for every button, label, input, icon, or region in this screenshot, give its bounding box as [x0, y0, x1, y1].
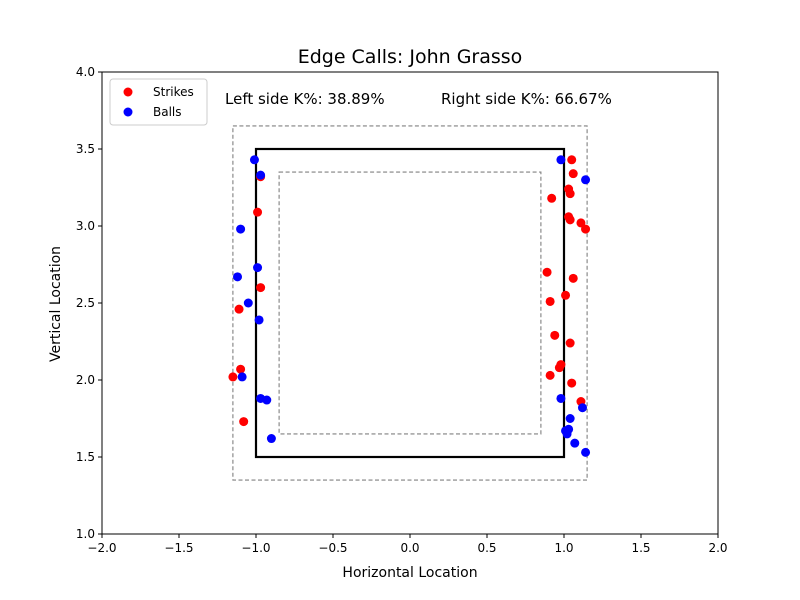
- strikes-point: [256, 283, 266, 293]
- strikes-point: [567, 378, 577, 388]
- strikes-point: [565, 189, 575, 199]
- balls-point: [577, 403, 587, 413]
- balls-point: [237, 372, 247, 382]
- x-tick-label: 0.5: [477, 541, 496, 555]
- strikes-point: [547, 193, 557, 203]
- balls-point: [556, 393, 566, 403]
- x-tick-label: 1.5: [631, 541, 650, 555]
- x-tick-label: −1.0: [241, 541, 270, 555]
- legend-label-balls: Balls: [153, 105, 182, 119]
- strike-zone: [254, 147, 566, 459]
- legend-label-strikes: Strikes: [153, 85, 194, 99]
- y-tick-label: 1.0: [76, 527, 95, 541]
- strikes-point: [581, 224, 591, 234]
- strikes-point: [565, 338, 575, 348]
- strikes-point: [228, 372, 238, 382]
- strikes-point: [234, 304, 244, 314]
- balls-point: [266, 434, 276, 444]
- y-tick-label: 2.0: [76, 373, 95, 387]
- balls-point: [243, 298, 253, 308]
- y-tick-label: 3.5: [76, 142, 95, 156]
- balls-point: [581, 447, 591, 457]
- strikes-point: [561, 290, 571, 300]
- strikes-point: [545, 370, 555, 380]
- x-tick-label: −1.5: [164, 541, 193, 555]
- y-axis-label: Vertical Location: [48, 246, 64, 362]
- strikes-point: [567, 155, 577, 165]
- balls-point: [253, 263, 263, 273]
- legend-marker-strikes: [123, 87, 133, 97]
- left-side-k-annotation: Left side K%: 38.89%: [225, 90, 385, 108]
- x-tick-label: 1.0: [554, 541, 573, 555]
- x-tick-label: 2.0: [708, 541, 727, 555]
- strikes-point: [545, 296, 555, 306]
- inner-edge-zone: [278, 171, 542, 435]
- balls-point: [236, 224, 246, 234]
- x-tick-label: 0.0: [400, 541, 419, 555]
- outer-edge-zone: [232, 125, 588, 481]
- balls-point: [581, 175, 591, 185]
- balls-point: [565, 414, 575, 423]
- balls-point: [556, 155, 566, 165]
- balls-point: [256, 170, 266, 180]
- strikes-point: [565, 215, 575, 225]
- right-side-k-annotation: Right side K%: 66.67%: [441, 90, 612, 108]
- strikes-point: [550, 330, 560, 340]
- strikes-point: [253, 207, 263, 217]
- x-tick-label: −2.0: [87, 541, 116, 555]
- strikes-point: [568, 169, 578, 179]
- strikes-point: [554, 363, 564, 373]
- legend-box: [109, 78, 208, 126]
- plot-area: −2.0 −1.5 −1.0 −0.5 0.0 0.5 1.0 1.5 2.0 1.0 1.5 2.0…: [76, 65, 728, 555]
- balls-point: [562, 429, 572, 439]
- y-tick-label: 2.5: [76, 296, 95, 310]
- legend: Strikes Balls: [109, 78, 208, 126]
- strikes-point: [542, 267, 552, 277]
- y-tick-label: 3.0: [76, 219, 95, 233]
- x-tick-label: −0.5: [318, 541, 347, 555]
- legend-marker-balls: [123, 107, 133, 117]
- strikes-point: [568, 273, 578, 283]
- y-tick-label: 1.5: [76, 450, 95, 464]
- balls-point: [233, 272, 243, 282]
- balls-point: [254, 315, 264, 325]
- balls-point: [262, 395, 272, 405]
- strikes-point: [576, 218, 586, 228]
- balls-point: [570, 438, 580, 448]
- y-tick-label: 4.0: [76, 65, 95, 79]
- strikes-point: [236, 364, 246, 374]
- chart-title: Edge Calls: John Grasso: [298, 46, 523, 68]
- x-axis-label: Horizontal Location: [342, 565, 477, 581]
- strikes-point: [239, 417, 249, 427]
- balls-point: [249, 155, 259, 165]
